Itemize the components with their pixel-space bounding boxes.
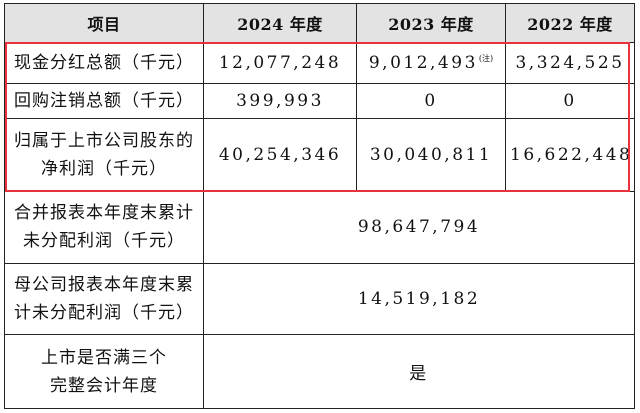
cell-2024: 399,993: [203, 82, 357, 119]
header-2022: 2022 年度: [505, 3, 635, 43]
label-line: 上市是否满三个: [41, 347, 167, 368]
cell-2024: 12,077,248: [203, 41, 357, 84]
label-line: 合并报表本年度末累计: [14, 203, 194, 224]
table-row: 上市是否满三个 完整会计年度 是: [4, 334, 635, 409]
label-line: 计未分配利润（千元）: [14, 303, 194, 324]
row-label: 合并报表本年度末累计 未分配利润（千元）: [4, 191, 204, 264]
label-line: 未分配利润（千元）: [23, 231, 185, 252]
table-row: 归属于上市公司股东的 净利润（千元） 40,254,346 30,040,811 …: [4, 117, 635, 193]
table-row: 回购注销总额（千元） 399,993 0 0: [4, 82, 635, 119]
row-label: 归属于上市公司股东的 净利润（千元）: [4, 117, 204, 193]
merged-value-cell: 14,519,182: [203, 262, 635, 336]
dividend-table: 项目 2024 年度 2023 年度 2022 年度 现金分红总额（千元） 12…: [4, 3, 635, 409]
merged-value-cell: 98,647,794: [203, 191, 635, 264]
label-line: 完整会计年度: [50, 375, 158, 396]
cell-2024: 40,254,346: [203, 117, 357, 193]
cell-2023: 0: [356, 82, 506, 119]
header-2023: 2023 年度: [356, 3, 506, 43]
header-item: 项目: [4, 3, 204, 43]
cell-2023: 30,040,811: [356, 117, 506, 193]
row-label: 现金分红总额（千元）: [4, 41, 204, 84]
cell-2022: 0: [505, 82, 635, 119]
cell-2022: 3,324,525: [505, 41, 635, 84]
cell-2022: 16,622,448: [505, 117, 635, 193]
table-row: 现金分红总额（千元） 12,077,248 9,012,493(注) 3,324…: [4, 41, 635, 84]
footnote-mark: (注): [478, 54, 494, 64]
label-line: 净利润（千元）: [41, 158, 167, 179]
merged-value-cell: 是: [203, 334, 635, 409]
cell-value: 9,012,493: [368, 52, 478, 73]
label-line: 归属于上市公司股东的: [14, 130, 194, 151]
label-line: 母公司报表本年度末累: [14, 275, 194, 296]
row-label: 上市是否满三个 完整会计年度: [4, 334, 204, 409]
table-row: 母公司报表本年度末累 计未分配利润（千元） 14,519,182: [4, 262, 635, 336]
row-label: 回购注销总额（千元）: [4, 82, 204, 119]
table-row: 合并报表本年度末累计 未分配利润（千元） 98,647,794: [4, 191, 635, 264]
header-2024: 2024 年度: [203, 3, 357, 43]
row-label: 母公司报表本年度末累 计未分配利润（千元）: [4, 262, 204, 336]
cell-2023: 9,012,493(注): [356, 41, 506, 84]
table-header-row: 项目 2024 年度 2023 年度 2022 年度: [4, 3, 635, 43]
